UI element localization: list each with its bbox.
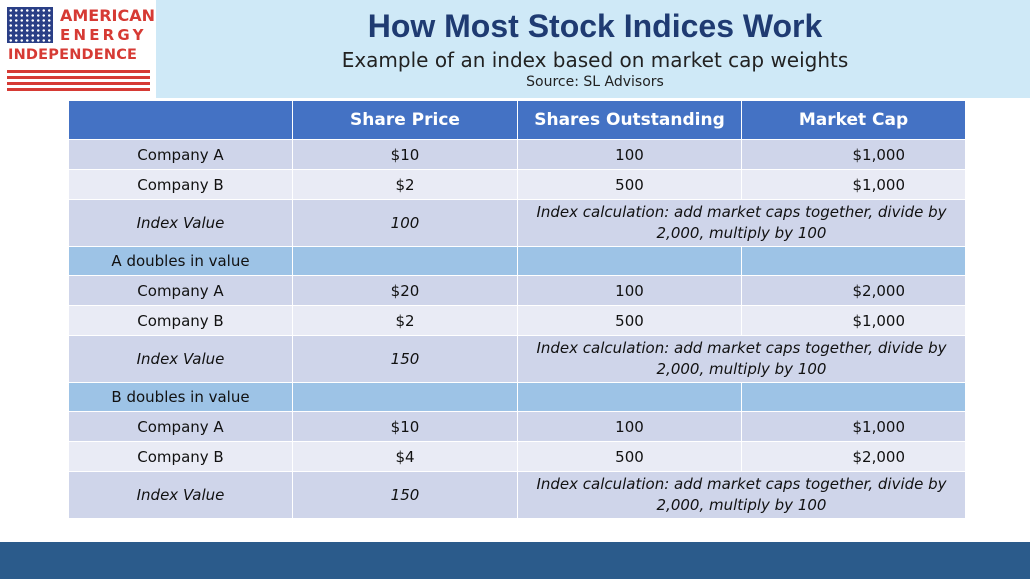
market-cap: $2,000: [741, 441, 966, 472]
logo-line-2: ENERGY: [60, 26, 147, 44]
us-flag-icon: [7, 7, 53, 43]
section-cell: [292, 246, 518, 276]
index-label: Index Value: [68, 471, 293, 519]
share-price: $2: [292, 305, 518, 336]
section-cell: [741, 246, 966, 276]
logo-line-1: AMERICAN: [60, 6, 156, 25]
index-calculation-note: Index calculation: add market caps toget…: [517, 335, 966, 383]
market-cap: $1,000: [741, 169, 966, 200]
logo: AMERICAN ENERGY INDEPENDENCE: [0, 0, 156, 98]
page-subtitle: Example of an index based on market cap …: [341, 48, 849, 72]
company-name: Company A: [68, 411, 293, 442]
table-row: Company B $4 500 $2,000: [68, 441, 966, 472]
index-value: 150: [292, 335, 518, 383]
table-header-row: Share Price Shares Outstanding Market Ca…: [68, 100, 966, 140]
company-name: Company B: [68, 441, 293, 472]
shares-outstanding: 100: [517, 275, 742, 306]
index-calculation-note: Index calculation: add market caps toget…: [517, 199, 966, 247]
table-row: Company B $2 500 $1,000: [68, 305, 966, 336]
page-title: How Most Stock Indices Work: [367, 8, 823, 44]
share-price: $10: [292, 139, 518, 170]
share-price: $4: [292, 441, 518, 472]
market-cap: $2,000: [741, 275, 966, 306]
header-share-price: Share Price: [292, 100, 518, 140]
shares-outstanding: 100: [517, 139, 742, 170]
flag-stripes-icon: [7, 70, 150, 94]
index-table: Share Price Shares Outstanding Market Ca…: [68, 100, 966, 519]
share-price: $20: [292, 275, 518, 306]
index-row: Index Value 150 Index calculation: add m…: [68, 471, 966, 519]
section-cell: [517, 382, 742, 412]
logo-line-3: INDEPENDENCE: [8, 47, 138, 63]
company-name: Company A: [68, 275, 293, 306]
index-calculation-note: Index calculation: add market caps toget…: [517, 471, 966, 519]
index-row: Index Value 100 Index calculation: add m…: [68, 199, 966, 247]
index-row: Index Value 150 Index calculation: add m…: [68, 335, 966, 383]
table-row: Company B $2 500 $1,000: [68, 169, 966, 200]
market-cap: $1,000: [741, 411, 966, 442]
table-row: Company A $10 100 $1,000: [68, 411, 966, 442]
header-band: [0, 0, 1030, 98]
shares-outstanding: 500: [517, 169, 742, 200]
section-label: A doubles in value: [68, 246, 293, 276]
table-row: Company A $10 100 $1,000: [68, 139, 966, 170]
shares-outstanding: 100: [517, 411, 742, 442]
company-name: Company B: [68, 169, 293, 200]
shares-outstanding: 500: [517, 441, 742, 472]
header-cell-blank: [68, 100, 293, 140]
market-cap: $1,000: [741, 139, 966, 170]
company-name: Company B: [68, 305, 293, 336]
index-value: 150: [292, 471, 518, 519]
index-label: Index Value: [68, 335, 293, 383]
section-row: A doubles in value: [68, 246, 966, 276]
section-cell: [741, 382, 966, 412]
index-value: 100: [292, 199, 518, 247]
section-label: B doubles in value: [68, 382, 293, 412]
index-label: Index Value: [68, 199, 293, 247]
section-cell: [517, 246, 742, 276]
header-market-cap: Market Cap: [741, 100, 966, 140]
section-row: B doubles in value: [68, 382, 966, 412]
shares-outstanding: 500: [517, 305, 742, 336]
source-note: Source: SL Advisors: [526, 74, 664, 90]
market-cap: $1,000: [741, 305, 966, 336]
section-cell: [292, 382, 518, 412]
header-shares-outstanding: Shares Outstanding: [517, 100, 742, 140]
company-name: Company A: [68, 139, 293, 170]
table-row: Company A $20 100 $2,000: [68, 275, 966, 306]
share-price: $10: [292, 411, 518, 442]
footer-band: [0, 542, 1030, 579]
share-price: $2: [292, 169, 518, 200]
